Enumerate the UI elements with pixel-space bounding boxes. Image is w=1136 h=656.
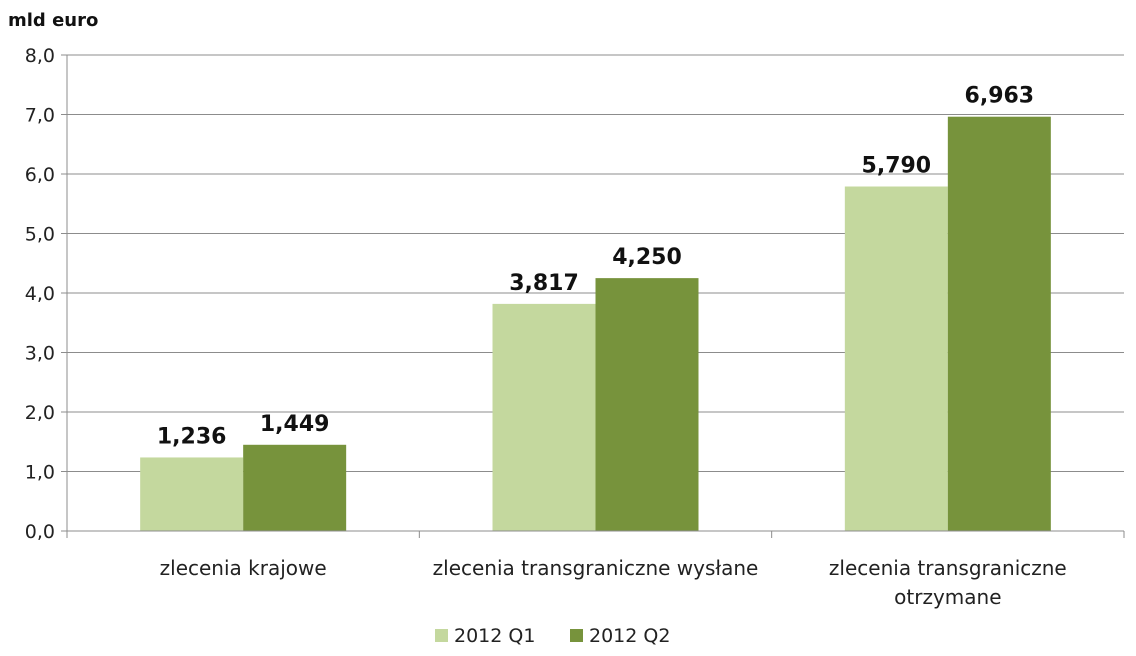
bar xyxy=(140,457,244,531)
y-tick-label: 0,0 xyxy=(25,521,55,543)
data-label: 1,449 xyxy=(260,412,330,437)
y-tick-label: 5,0 xyxy=(25,224,55,246)
y-tick-label: 8,0 xyxy=(25,45,55,67)
data-label: 5,790 xyxy=(862,153,932,178)
bar xyxy=(243,444,347,531)
bar xyxy=(492,303,596,531)
data-label: 4,250 xyxy=(612,245,682,270)
y-tick-label: 3,0 xyxy=(25,343,55,365)
legend-label: 2012 Q1 xyxy=(454,625,535,647)
bar xyxy=(595,278,699,531)
y-tick-label: 4,0 xyxy=(25,283,55,305)
category-label: zlecenia krajowe xyxy=(160,556,327,580)
bar xyxy=(844,186,948,531)
y-tick-label: 1,0 xyxy=(25,462,55,484)
data-label: 6,963 xyxy=(965,84,1035,109)
y-tick-label: 7,0 xyxy=(25,105,55,127)
legend-swatch xyxy=(570,629,583,642)
data-label: 3,817 xyxy=(509,271,579,296)
data-label: 1,236 xyxy=(157,424,227,449)
category-label: otrzymane xyxy=(894,585,1001,609)
legend-label: 2012 Q2 xyxy=(589,625,670,647)
y-axis-label: mld euro xyxy=(8,10,98,31)
legend-swatch xyxy=(435,629,448,642)
category-label: zlecenia transgraniczne xyxy=(829,556,1067,580)
y-tick-label: 2,0 xyxy=(25,402,55,424)
category-label: zlecenia transgraniczne wysłane xyxy=(433,556,759,580)
bar xyxy=(947,116,1051,531)
y-tick-label: 6,0 xyxy=(25,164,55,186)
